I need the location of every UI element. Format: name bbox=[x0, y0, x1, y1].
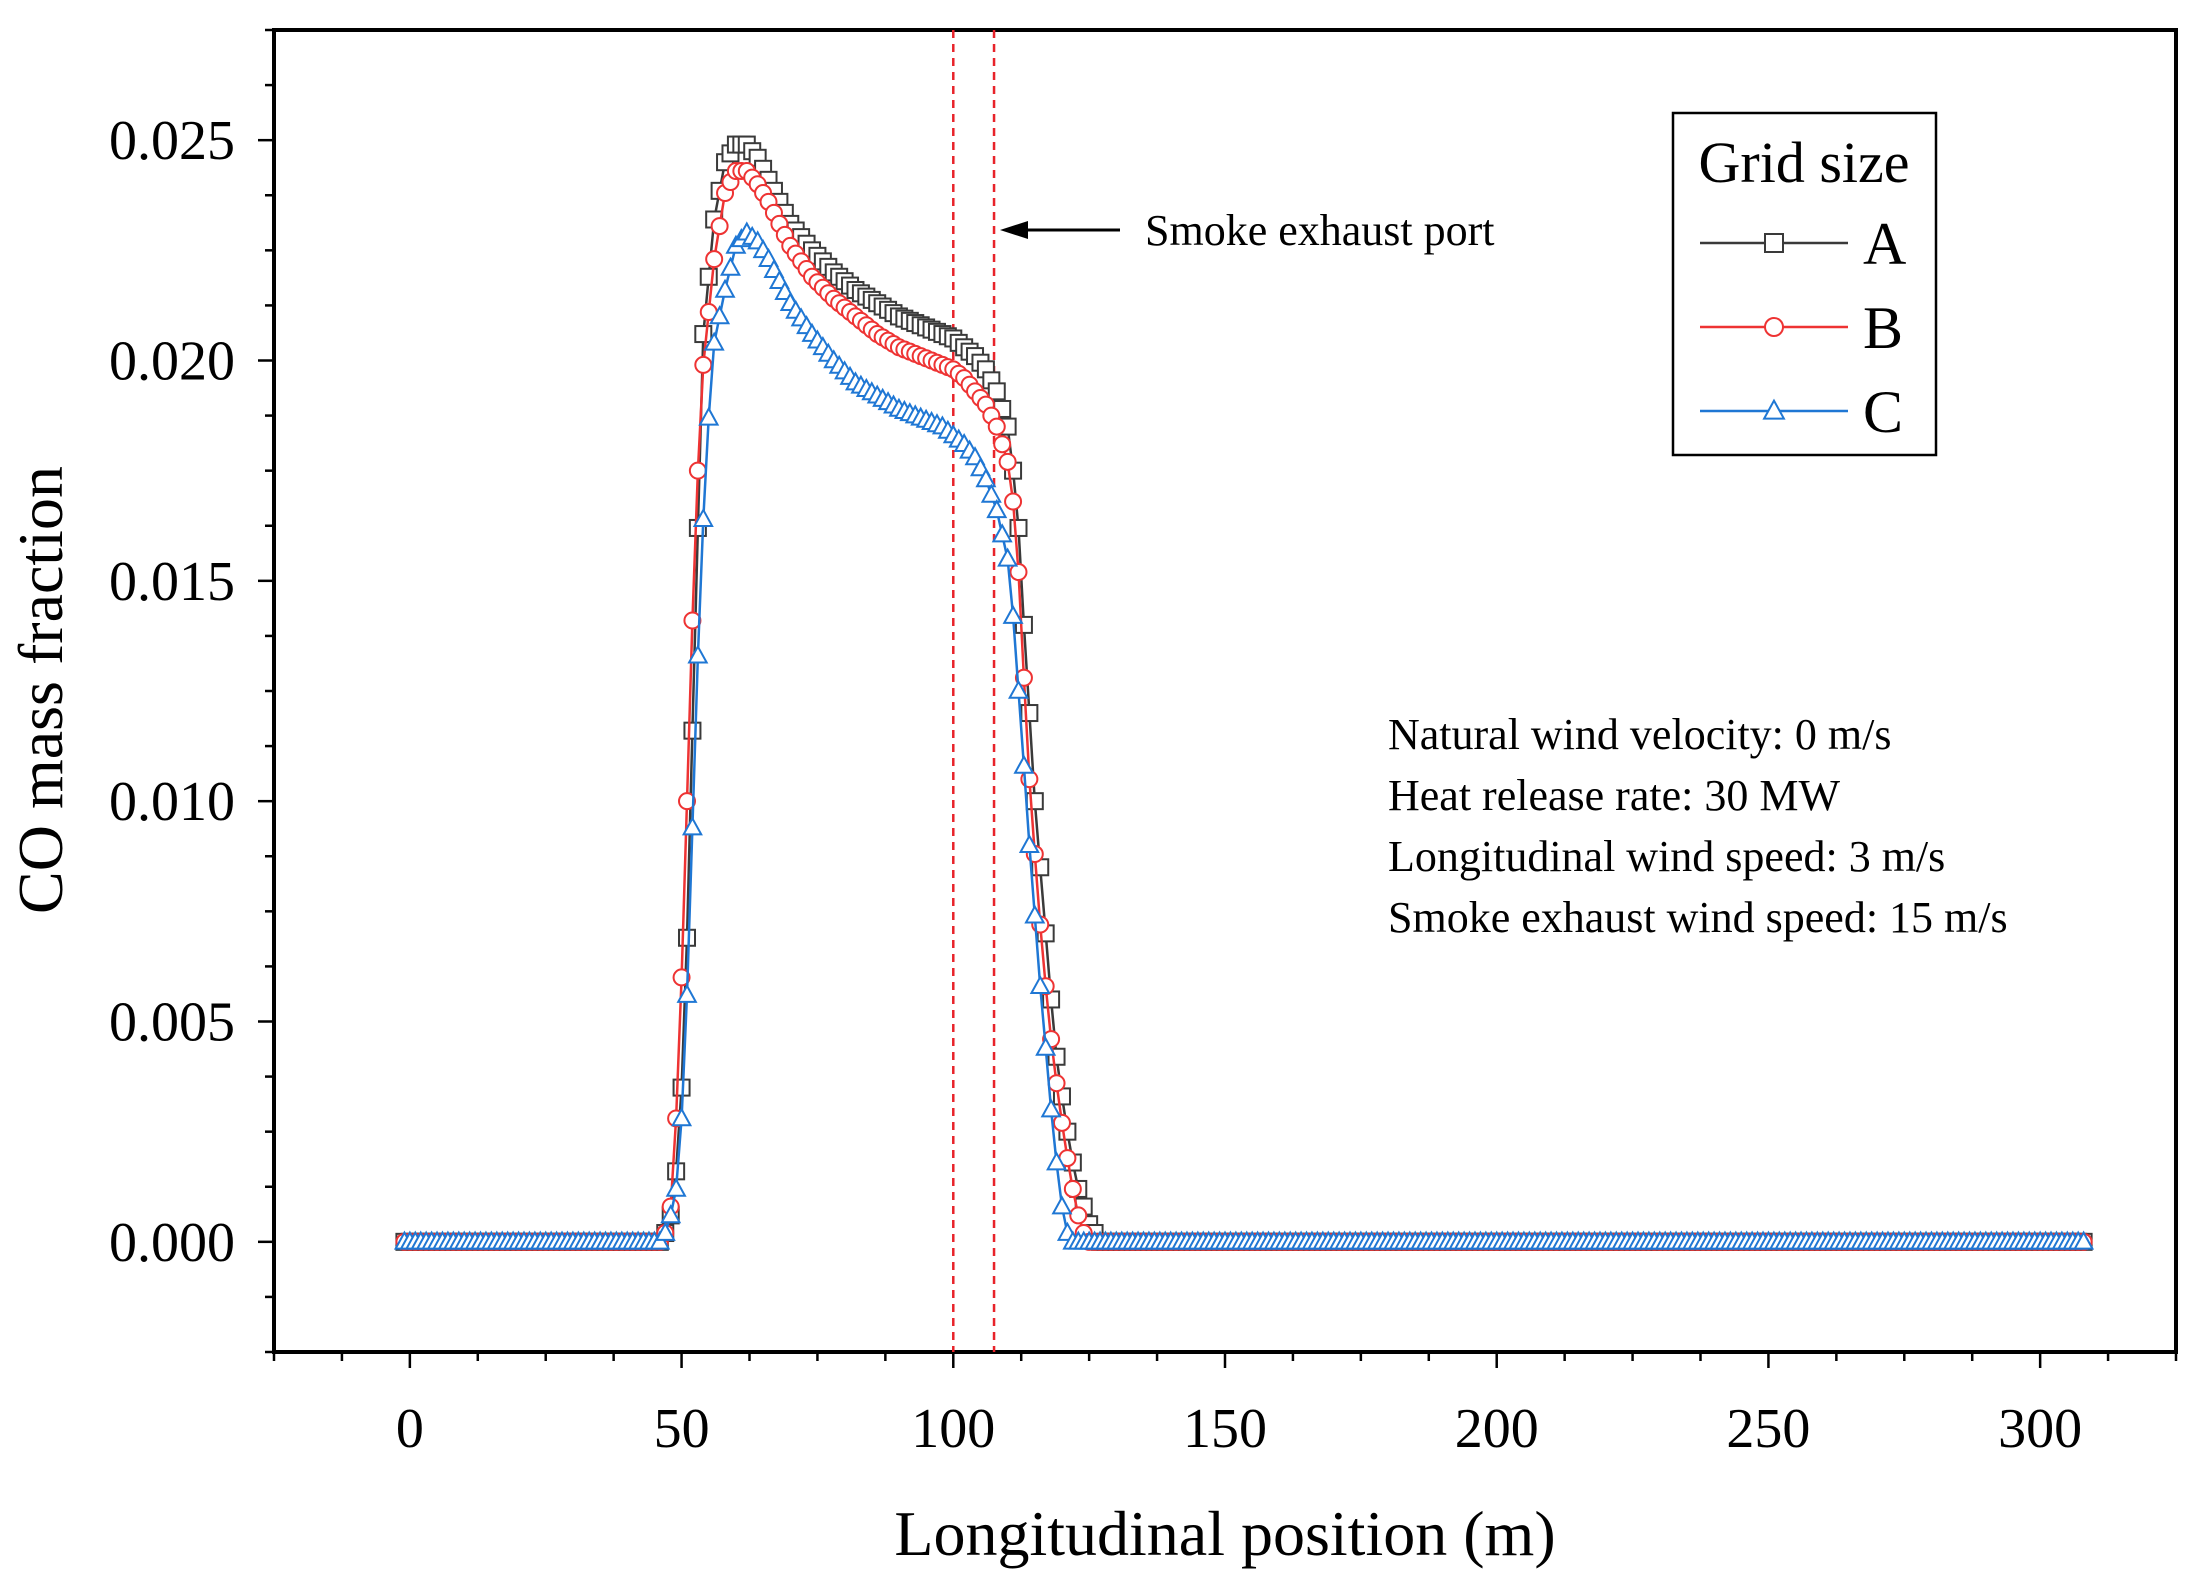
series-marker bbox=[987, 382, 1006, 401]
series-marker bbox=[1764, 233, 1784, 253]
series-marker bbox=[703, 331, 725, 351]
series-marker bbox=[654, 1221, 676, 1241]
series-marker bbox=[694, 355, 713, 374]
x-tick-label: 100 bbox=[911, 1398, 995, 1460]
series-marker bbox=[1013, 754, 1035, 774]
y-tick-label: 0.025 bbox=[109, 110, 235, 172]
series-marker bbox=[692, 507, 714, 527]
legend-label: A bbox=[1863, 211, 1906, 277]
legend-title: Grid size bbox=[1699, 130, 1910, 195]
series-marker bbox=[1009, 518, 1028, 537]
y-tick-label: 0.005 bbox=[109, 992, 235, 1054]
x-tick-label: 300 bbox=[1998, 1398, 2082, 1460]
exhaust-port-lines bbox=[952, 30, 996, 1352]
series-marker bbox=[1025, 792, 1044, 811]
series-marker bbox=[986, 499, 1008, 519]
y-tick-label: 0.020 bbox=[109, 331, 235, 393]
series-marker bbox=[975, 468, 997, 488]
series-marker bbox=[1002, 604, 1024, 624]
x-tick-label: 150 bbox=[1183, 1398, 1267, 1460]
series-marker bbox=[1014, 668, 1033, 687]
exhaust-port-arrow-head bbox=[1000, 221, 1028, 239]
series-marker bbox=[993, 435, 1012, 454]
y-axis-title: CO mass fraction bbox=[5, 466, 76, 914]
x-tick-label: 250 bbox=[1726, 1398, 1810, 1460]
y-tick-label: 0.010 bbox=[109, 771, 235, 833]
series-marker bbox=[699, 267, 718, 286]
series-marker bbox=[683, 721, 702, 740]
series-marker bbox=[1004, 492, 1023, 511]
series-marker bbox=[705, 250, 724, 269]
legend-entry: A bbox=[1700, 211, 1906, 277]
series-marker bbox=[1063, 1179, 1082, 1198]
series-marker bbox=[1051, 1195, 1073, 1215]
series-marker bbox=[681, 816, 703, 836]
exhaust-port-annotation: Smoke exhaust port bbox=[1000, 206, 1495, 255]
series-marker bbox=[698, 406, 720, 426]
series-layer bbox=[393, 135, 2095, 1251]
condition-text: Longitudinal wind speed: 3 m/s bbox=[1388, 832, 1945, 881]
series-marker bbox=[1009, 563, 1028, 582]
series-marker bbox=[1762, 398, 1786, 420]
x-tick-label: 0 bbox=[396, 1398, 424, 1460]
series-marker bbox=[998, 452, 1017, 471]
condition-text: Smoke exhaust wind speed: 15 m/s bbox=[1388, 893, 2008, 942]
series-marker bbox=[987, 417, 1006, 436]
series-marker bbox=[1024, 904, 1046, 924]
series-marker bbox=[1069, 1206, 1088, 1225]
series-marker bbox=[678, 792, 697, 811]
series-marker bbox=[672, 968, 691, 987]
series-marker bbox=[2073, 1230, 2095, 1250]
x-tick-label: 200 bbox=[1455, 1398, 1539, 1460]
series-marker bbox=[1020, 704, 1039, 723]
series-marker bbox=[1040, 1098, 1062, 1118]
series-marker bbox=[1008, 679, 1029, 699]
series-marker bbox=[1052, 1113, 1071, 1132]
legend-label: B bbox=[1863, 295, 1903, 361]
legend-label: C bbox=[1863, 379, 1903, 445]
series-marker bbox=[1018, 833, 1040, 854]
y-tick-label: 0.000 bbox=[109, 1212, 235, 1274]
series-marker bbox=[710, 217, 729, 236]
legend-entries: ABC bbox=[1700, 211, 1906, 445]
legend-entry: C bbox=[1700, 379, 1903, 445]
x-axis-title: Longitudinal position (m) bbox=[894, 1498, 1555, 1569]
series-marker bbox=[1046, 1151, 1068, 1171]
series-marker bbox=[991, 523, 1013, 543]
series-marker bbox=[688, 461, 707, 480]
series-marker bbox=[980, 483, 1002, 503]
condition-text: Natural wind velocity: 0 m/s bbox=[1388, 710, 1891, 759]
series-marker bbox=[1029, 974, 1051, 995]
series-marker bbox=[709, 305, 731, 325]
series-marker bbox=[694, 325, 713, 344]
series-marker bbox=[997, 547, 1019, 567]
series-marker bbox=[687, 644, 709, 664]
series-marker bbox=[660, 1204, 682, 1224]
x-tick-label: 50 bbox=[654, 1398, 710, 1460]
legend-entry: B bbox=[1700, 295, 1903, 361]
legend: Grid size ABC bbox=[1671, 111, 1938, 457]
x-axis: 0 50 100 150 200 250 300 bbox=[272, 1352, 2178, 1460]
series-marker bbox=[1035, 1036, 1057, 1056]
series-marker bbox=[671, 1107, 693, 1127]
exhaust-port-label: Smoke exhaust port bbox=[1145, 206, 1495, 255]
conditions-annotation: Natural wind velocity: 0 m/s Heat releas… bbox=[1388, 710, 2008, 942]
series-marker bbox=[676, 983, 698, 1003]
series-marker bbox=[1047, 1074, 1066, 1093]
series-marker bbox=[665, 1177, 687, 1197]
y-axis: 0.000 0.005 0.010 0.015 0.020 0.025 bbox=[109, 28, 274, 1354]
y-tick-label: 0.015 bbox=[109, 551, 235, 613]
series-marker bbox=[1764, 317, 1784, 337]
legend-box bbox=[1671, 111, 1938, 457]
series-C bbox=[393, 221, 2095, 1250]
series-marker bbox=[719, 256, 741, 276]
condition-text: Heat release rate: 30 MW bbox=[1388, 771, 1840, 820]
series-marker bbox=[714, 278, 736, 298]
